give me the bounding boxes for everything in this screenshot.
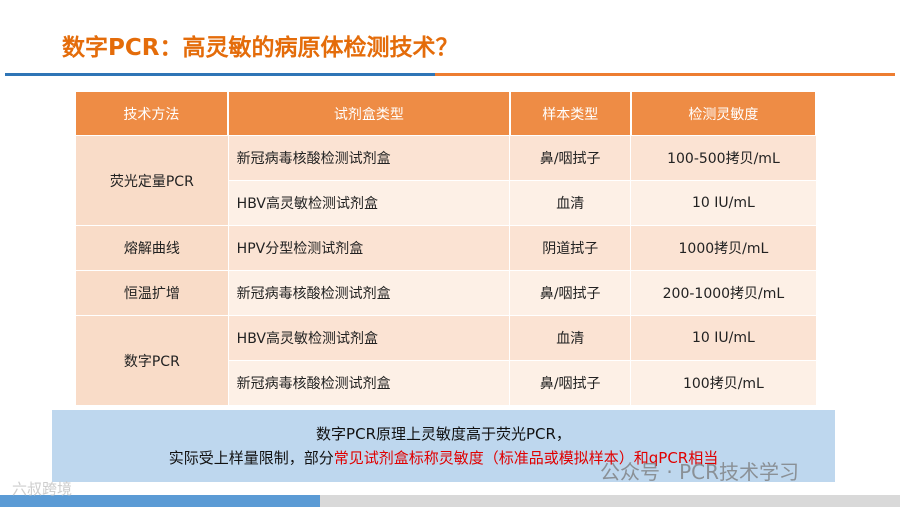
table-row: 荧光定量PCR 新冠病毒核酸检测试剂盒 鼻/咽拭子 100-500拷贝/mL [75,135,817,226]
comparison-table: 技术方法 试剂盒类型 样本类型 检测灵敏度 荧光定量PCR 新冠病毒核酸检测试剂盒 鼻/咽… [75,92,818,406]
method-cell: 恒温扩增 [75,270,229,316]
kit-cell: HBV高灵敏检测试剂盒 [227,180,511,226]
sensitivity-cell: 1000拷贝/mL [630,225,817,271]
watermark: 公众号 · PCR技术学习 [600,460,799,484]
sensitivity-cell: 200-1000拷贝/mL [630,270,817,316]
sensitivity-cell: 10 IU/mL [630,180,817,226]
table-row: 数字PCR HBV高灵敏检测试剂盒 血清 10 IU/mL [75,315,817,406]
sample-cell: 阴道拭子 [509,225,632,271]
sensitivity-cell: 10 IU/mL [630,315,817,361]
kit-cell: HPV分型检测试剂盒 [227,225,511,271]
kit-cell: HBV高灵敏检测试剂盒 [227,315,511,361]
sample-cell: 血清 [509,315,632,361]
note-line: 实际受上样量限制，部分常见试剂盒标称灵敏度（标准品或模拟样本）和qPCR相当 [52,446,835,470]
sample-cell: 鼻/咽拭子 [509,270,632,316]
kit-cell: 新冠病毒核酸检测试剂盒 [227,135,511,181]
method-cell: 熔解曲线 [75,225,229,271]
table-body: 荧光定量PCR 新冠病毒核酸检测试剂盒 鼻/咽拭子 100-500拷贝/mL HBV高灵… [75,135,817,406]
column-header: 检测灵敏度 [630,92,818,136]
sensitivity-cell: 100拷贝/mL [630,360,817,406]
sample-cell: 鼻/咽拭子 [509,135,632,181]
footer-bar [320,495,900,507]
slide-title: 数字PCR：高灵敏的病原体检测技术？ [62,35,459,61]
note-highlight: 常见试剂盒标称灵敏度（标准品或模拟样本）和qPCR相当 [333,449,719,467]
sample-cell: 血清 [509,180,632,226]
table-row: HBV高灵敏检测试剂盒 血清 10 IU/mL [76,180,817,226]
rule [435,73,895,76]
table-head: 技术方法 试剂盒类型 样本类型 检测灵敏度 [75,92,818,136]
method-cell: 荧光定量PCR [75,135,229,226]
sample-cell: 鼻/咽拭子 [509,360,632,406]
table-row: 新冠病毒核酸检测试剂盒 鼻/咽拭子 100拷贝/mL [76,360,817,406]
column-header: 样本类型 [509,92,632,136]
note-text: 实际受上样量限制，部分 [168,449,334,467]
column-header: 试剂盒类型 [228,92,511,136]
method-cell: 数字PCR [75,315,229,406]
note-line: 数字PCR原理上灵敏度高于荧光PCR， [316,425,571,443]
footer-bar [0,495,320,507]
sensitivity-cell: 100-500拷贝/mL [630,135,817,181]
table-row: 熔解曲线 HPV分型检测试剂盒 阴道拭子 1000拷贝/mL [75,225,817,271]
note-box: 数字PCR原理上灵敏度高于荧光PCR， 实际受上样量限制，部分常见试剂盒标称灵敏… [52,410,835,482]
kit-cell: 新冠病毒核酸检测试剂盒 [227,270,511,316]
rule [5,73,435,76]
header-row: 技术方法 试剂盒类型 样本类型 检测灵敏度 [75,92,818,136]
column-header: 技术方法 [75,92,230,136]
watermark: 六叔跨境 [12,480,73,498]
table-row: 恒温扩增 新冠病毒核酸检测试剂盒 鼻/咽拭子 200-1000拷贝/mL [75,270,817,316]
kit-cell: 新冠病毒核酸检测试剂盒 [227,360,511,406]
